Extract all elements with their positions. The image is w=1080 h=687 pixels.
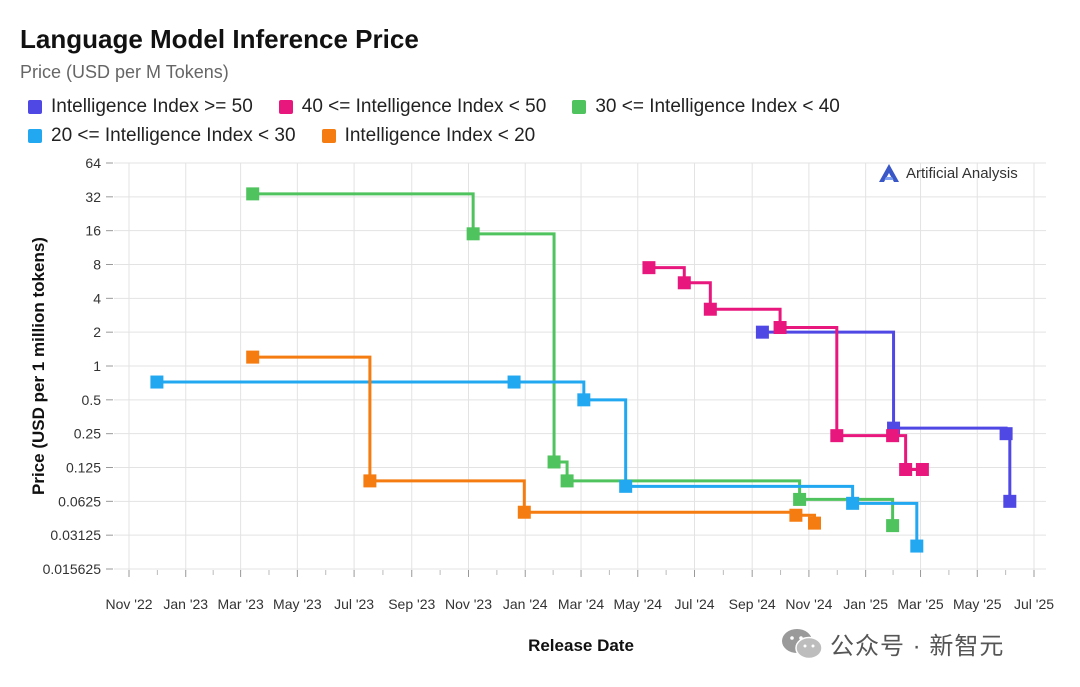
data-point[interactable] [507,375,521,389]
y-tick-label: 0.125 [66,460,101,476]
brand-label: Artificial Analysis [906,164,1018,182]
x-tick-label: Jan '23 [163,596,208,612]
y-axis-title: Price (USD per 1 million tokens) [29,237,48,495]
watermark-label: 公众号 · 新智元 [830,633,1005,660]
data-point[interactable] [246,350,260,364]
legend-label: 40 <= Intelligence Index < 50 [301,95,547,117]
y-tick-label: 16 [85,223,101,239]
chart-subtitle: Price (USD per M Tokens) [20,62,229,82]
grid [114,162,1046,571]
series-line [762,330,1012,502]
legend-label: 30 <= Intelligence Index < 40 [595,95,840,117]
data-point[interactable] [915,462,929,476]
data-point[interactable] [793,492,807,506]
data-point[interactable] [886,429,900,443]
data-point[interactable] [886,519,900,533]
y-tick-label: 0.03125 [50,527,101,543]
data-point[interactable] [830,429,844,443]
data-point[interactable] [363,474,377,488]
x-tick-label: Jul '24 [674,596,714,612]
y-tick-label: 2 [93,324,101,340]
data-point[interactable] [619,479,633,493]
legend-item-20-30[interactable]: 20 <= Intelligence Index < 30 [28,125,296,147]
legend-swatch [28,99,42,114]
legend-label: Intelligence Index >= 50 [51,95,253,117]
x-tick-label: Jan '25 [843,596,888,612]
y-tick-label: 1 [93,358,101,374]
data-point[interactable] [677,276,691,290]
y-tick-label: 0.25 [74,426,101,442]
x-tick-label: May '25 [953,596,1002,612]
artificial-analysis-logo-icon [879,164,899,182]
legend-label: Intelligence Index < 20 [344,124,536,146]
x-tick-label: Sep '24 [729,596,776,612]
data-point[interactable] [807,516,821,530]
x-tick-label: May '23 [273,596,322,612]
y-tick-label: 4 [93,290,101,306]
data-point[interactable] [1003,494,1017,508]
data-point[interactable] [560,474,574,488]
artificial-analysis-brand: Artificial Analysis [878,163,1018,183]
data-point[interactable] [577,393,591,407]
data-point[interactable] [150,375,164,389]
data-point[interactable] [517,505,531,519]
data-point[interactable] [547,455,561,469]
legend-item-ge50[interactable]: Intelligence Index >= 50 [28,96,253,118]
x-tick-label: Mar '24 [558,596,604,612]
data-point[interactable] [846,496,860,510]
legend: Intelligence Index >= 50 40 <= Intellige… [28,92,1028,150]
series-line [156,380,919,547]
wechat-watermark: 公众号 · 新智元 [780,626,1004,661]
series-3 [150,375,924,553]
series-2 [246,187,900,533]
legend-item-lt20[interactable]: Intelligence Index < 20 [321,124,536,147]
x-tick-label: Nov '24 [785,596,832,612]
wechat-icon [782,628,823,659]
x-tick-label: Jul '25 [1014,596,1054,612]
data-point[interactable] [703,302,717,316]
legend-row-2: 20 <= Intelligence Index < 30 Intelligen… [28,121,1028,150]
legend-row-1: Intelligence Index >= 50 40 <= Intellige… [28,92,1028,121]
data-point[interactable] [899,462,913,476]
x-tick-label: Jan '24 [503,596,548,612]
data-point[interactable] [910,539,924,553]
y-tick-label: 0.5 [82,392,102,408]
legend-swatch [28,128,42,143]
data-point[interactable] [466,227,480,241]
data-point[interactable] [755,325,769,339]
series-layer [150,187,1017,553]
y-axis: 64 32 16 8 4 2 1 0.5 0.25 0.125 0.0625 0.03125 0.015… [43,155,113,577]
series-4 [246,350,821,530]
y-tick-label: 0.015625 [43,561,102,577]
legend-item-30-40[interactable]: 30 <= Intelligence Index < 40 [572,96,840,118]
data-point[interactable] [789,508,803,522]
x-tick-label: Jul '23 [334,596,374,612]
data-point[interactable] [642,261,656,275]
x-tick-label: Nov '23 [445,596,492,612]
series-line [252,192,895,526]
chart-title: Language Model Inference Price [20,24,419,54]
x-tick-label: Nov '22 [105,596,152,612]
x-tick-label: Sep '23 [388,596,435,612]
x-axis: Nov '22 Jan '23 Mar '23 May '23 Jul '23 Sep '… [105,570,1054,612]
y-tick-label: 0.0625 [58,493,101,509]
x-axis-title: Release Date [528,636,634,655]
legend-swatch [278,99,293,114]
legend-swatch [572,99,587,114]
y-tick-label: 64 [85,155,101,171]
y-tick-label: 32 [85,189,101,205]
x-tick-label: May '24 [613,596,662,612]
legend-swatch [321,128,336,143]
series-1 [642,261,929,476]
x-tick-label: Mar '23 [217,596,263,612]
y-tick-label: 8 [93,257,101,273]
data-point[interactable] [773,321,787,335]
data-point[interactable] [246,187,260,201]
series-0 [755,325,1017,508]
x-tick-label: Mar '25 [897,596,943,612]
legend-item-40-50[interactable]: 40 <= Intelligence Index < 50 [278,95,547,118]
legend-label: 20 <= Intelligence Index < 30 [51,124,296,146]
data-point[interactable] [999,427,1013,441]
